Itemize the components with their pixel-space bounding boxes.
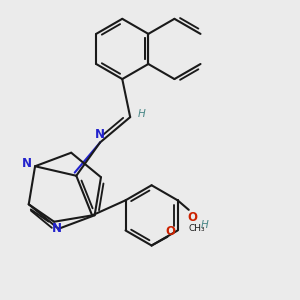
Text: O: O — [187, 211, 197, 224]
Text: N: N — [22, 157, 32, 169]
Text: CH₃: CH₃ — [189, 224, 206, 232]
Text: N: N — [95, 128, 105, 141]
Text: O: O — [166, 225, 176, 238]
Text: N: N — [52, 222, 62, 235]
Text: H: H — [137, 109, 145, 119]
Text: H: H — [201, 220, 208, 230]
